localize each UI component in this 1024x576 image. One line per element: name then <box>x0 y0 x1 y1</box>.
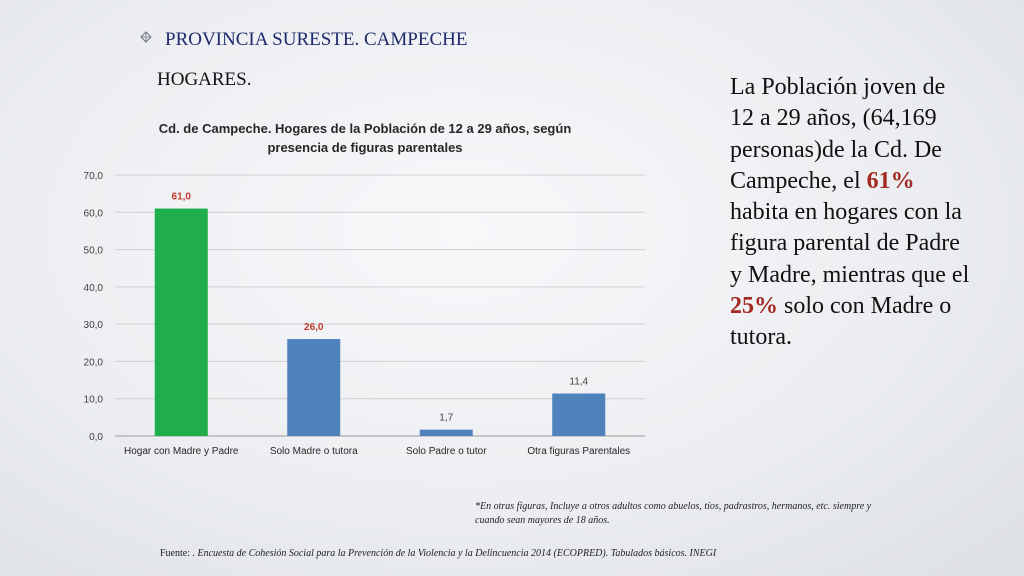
y-axis-tick-labels: 0,0 10,0 20,0 30,0 40,0 50,0 60,0 70,0 <box>84 171 104 443</box>
y-tick-label: 10,0 <box>84 395 104 406</box>
bar <box>552 393 606 436</box>
bar <box>154 208 208 436</box>
x-tick-label: Solo Padre o tutor <box>406 446 487 457</box>
corner-mark-icon <box>140 31 152 43</box>
source-org: INEGI <box>689 548 717 559</box>
chart-data-labels: 61,0 26,0 1,7 11,4 <box>172 192 589 424</box>
data-label: 1,7 <box>439 413 453 424</box>
bar <box>419 429 473 436</box>
bar-chart: 0,0 10,0 20,0 30,0 40,0 50,0 60,0 70,0 61,0 26,0… <box>84 171 645 457</box>
source-lead: Fuente: <box>160 548 193 559</box>
x-tick-label: Otra figuras Parentales <box>527 446 630 457</box>
summary-part-1: La Población joven de 12 a 29 años, (64,… <box>730 74 946 194</box>
footnote: *En otras figuras, Incluye a otros adult… <box>475 501 872 526</box>
summary-highlight-61: 61% <box>866 167 915 194</box>
summary-highlight-25: 25% <box>730 293 778 320</box>
chart-title: Cd. de Campeche. Hogares de la Población… <box>158 121 572 155</box>
x-tick-label: Solo Madre o tutora <box>270 446 358 457</box>
y-tick-label: 0,0 <box>89 432 103 443</box>
y-tick-label: 20,0 <box>84 357 104 368</box>
x-tick-label: Hogar con Madre y Padre <box>124 446 239 457</box>
y-tick-label: 40,0 <box>84 283 104 294</box>
summary-part-3: solo con Madre o tutora. <box>730 293 952 351</box>
slide-title: PROVINCIA SURESTE. CAMPECHE <box>165 29 468 50</box>
y-tick-label: 60,0 <box>84 208 104 219</box>
source-note: Fuente: . Encuesta de Cohesión Social pa… <box>160 548 716 559</box>
x-axis-tick-labels: Hogar con Madre y Padre Solo Madre o tuto… <box>124 446 630 457</box>
y-tick-label: 50,0 <box>84 246 104 257</box>
data-label: 61,0 <box>172 192 192 203</box>
data-label: 26,0 <box>304 322 324 333</box>
data-label: 11,4 <box>569 376 588 387</box>
summary-text: La Población joven de 12 a 29 años, (64,… <box>730 72 970 354</box>
chart-bars <box>154 208 606 436</box>
source-text: . Encuesta de Cohesión Social para la Pr… <box>192 548 690 559</box>
y-tick-label: 70,0 <box>84 171 104 182</box>
summary-part-2: habita en hogares con la figura parental… <box>730 199 970 288</box>
bar <box>287 339 341 436</box>
y-tick-label: 30,0 <box>84 320 104 331</box>
slide-subtitle: HOGARES. <box>157 69 252 90</box>
